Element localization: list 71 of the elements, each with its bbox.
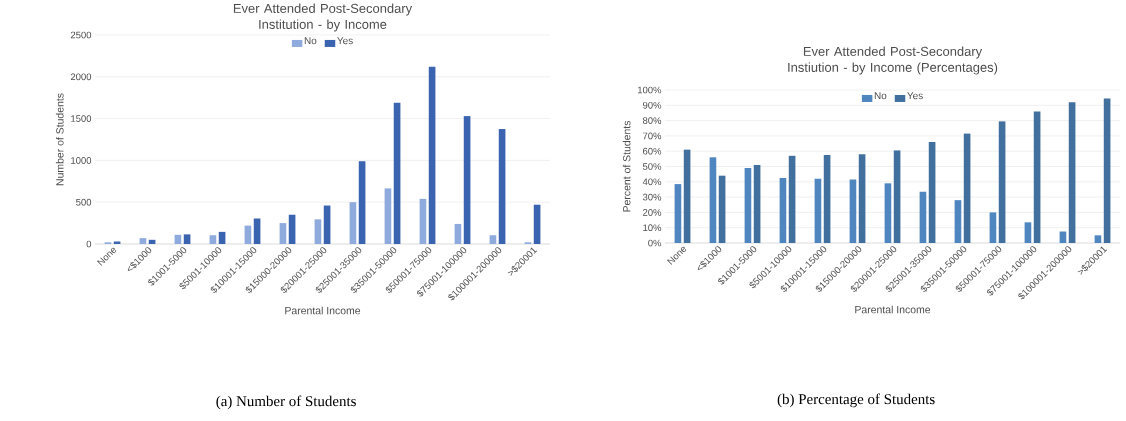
bar [788,155,796,243]
bar [139,238,147,244]
bar [814,178,822,243]
y-tick-label: 100% [638,86,662,94]
x-axis-title: Parental Income [285,306,361,315]
bar [209,235,217,244]
bar [454,223,462,244]
bar [498,129,506,244]
y-tick-label: 30% [642,193,662,201]
bar [1068,102,1076,243]
y-tick-label: 60% [643,147,662,155]
bar [533,204,541,244]
y-axis-title: Percent of Students [622,120,631,212]
y-tick-label: 0% [648,239,662,247]
y-tick-label: 0 [86,240,92,248]
legend-label: Yes [337,37,353,45]
legend-label: No [304,37,317,45]
y-tick-label: 20% [643,209,662,216]
bar [1033,111,1041,243]
bar [113,241,121,244]
chart-title: Ever Attended Post-Secondary Institution - by Income [233,3,413,32]
bar [1103,98,1111,243]
bar [718,175,726,243]
bar [384,188,392,244]
y-tick-label: 1000 [71,157,92,164]
bar [998,121,1006,243]
bar [849,179,857,243]
bar [428,66,436,244]
bar [709,157,717,243]
y-tick-label: 1500 [71,115,92,122]
bar [314,219,322,244]
bar [279,223,287,244]
text: (a) Number of Students [216,395,356,410]
text: (b) Percentage of Students [777,393,935,408]
bar [463,116,471,244]
y-tick-label: 500 [76,198,92,206]
y-tick-label: 40% [642,178,662,186]
y-axis-title: Number of Students [55,93,64,186]
bar [858,154,866,243]
bar [744,168,752,243]
y-tick-label: 50% [642,163,662,170]
bar [779,177,787,243]
bar [393,102,401,244]
bar [919,191,927,243]
bar [358,161,366,244]
bar [884,183,892,243]
chart-title: Ever Attended Post-Secondary Instiution - by Income (Percentages) [788,46,998,75]
bar [419,198,427,244]
y-tick-label: 70% [643,132,662,140]
bar [183,234,191,244]
bar [753,164,761,243]
bar [954,200,962,243]
bar [823,155,831,243]
bar [349,202,357,244]
bar [489,235,497,244]
x-axis-title: Parental Income [855,305,931,314]
y-tick-label: 90% [642,101,662,109]
legend-label: Yes [907,92,923,100]
bar [1024,222,1032,243]
y-tick-label: 10% [643,224,662,232]
y-tick-label: 2000 [70,73,92,81]
legend-label: No [874,92,887,100]
bar [683,149,691,243]
y-tick-label: 2500 [70,31,92,39]
bar [989,212,997,243]
bar [963,133,971,243]
bar [893,150,901,243]
bar [1094,235,1102,243]
y-tick-label: 80% [642,117,662,124]
bar [674,184,682,243]
bar [928,142,936,243]
